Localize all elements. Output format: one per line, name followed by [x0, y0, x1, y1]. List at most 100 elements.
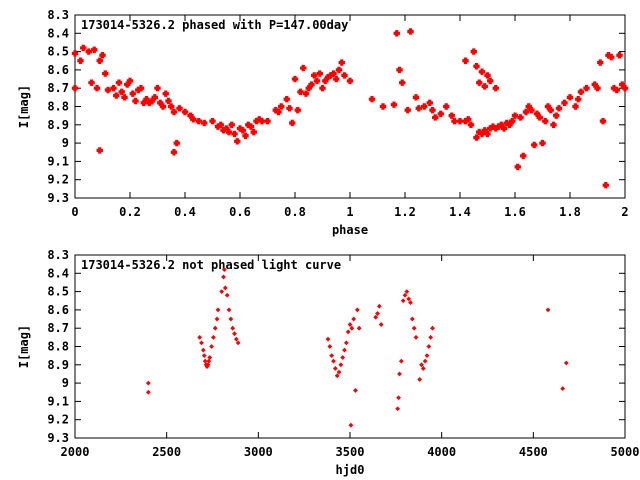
- data-point: [511, 112, 519, 119]
- data-point: [404, 106, 411, 114]
- data-point: [555, 105, 563, 112]
- y-tick-label: 8.5: [47, 45, 69, 59]
- data-point: [205, 362, 211, 368]
- data-point: [235, 340, 241, 346]
- data-point: [531, 141, 538, 149]
- data-point: [96, 57, 103, 64]
- data-point: [197, 334, 203, 340]
- y-tick-label: 8.9: [47, 118, 69, 132]
- x-tick-label: 0.6: [229, 205, 251, 219]
- data-point: [476, 79, 483, 86]
- y-tick-label: 8.3: [47, 248, 69, 262]
- data-point: [397, 371, 402, 377]
- data-point: [428, 334, 434, 340]
- phased-light-curve-chart: 0 0.2 0.4 0.6 0.8 1 1.2 1.4 1.6 1.8 2 8.3 8.4 8.5 8.6 8…: [17, 8, 629, 237]
- data-point: [115, 79, 123, 86]
- data-point: [232, 331, 237, 337]
- data-point: [132, 97, 139, 105]
- data-point: [99, 52, 106, 59]
- data-point: [343, 340, 349, 346]
- data-point: [200, 347, 206, 353]
- data-point: [332, 366, 338, 371]
- y-tick-label: 8.7: [47, 81, 69, 95]
- data-point: [162, 90, 169, 97]
- data-point: [408, 300, 413, 305]
- data-point: [209, 344, 214, 349]
- data-point: [308, 81, 315, 88]
- x-tick-label: 0.2: [119, 205, 141, 219]
- data-point: [616, 52, 623, 59]
- data-point: [550, 121, 557, 128]
- data-point: [275, 108, 282, 116]
- data-point: [448, 112, 455, 119]
- data-point: [85, 48, 92, 55]
- data-point: [104, 86, 112, 94]
- data-point: [426, 99, 433, 107]
- data-point: [319, 85, 326, 92]
- data-point: [217, 121, 224, 128]
- data-point: [222, 267, 227, 273]
- data-point: [500, 125, 508, 132]
- data-point: [209, 117, 216, 125]
- data-point: [113, 92, 120, 99]
- x-tick-label: 4000: [427, 445, 456, 459]
- data-point: [230, 325, 236, 331]
- data-point: [286, 105, 293, 112]
- data-point: [404, 289, 410, 294]
- y-tick-label: 9.1: [47, 154, 69, 168]
- data-point: [415, 105, 422, 112]
- data-point: [126, 77, 134, 85]
- data-point: [329, 353, 335, 359]
- data-point: [342, 347, 347, 353]
- data-point: [356, 325, 362, 331]
- y-tick-label: 8.4: [47, 266, 69, 280]
- data-point: [608, 53, 615, 61]
- data-point: [421, 103, 428, 110]
- data-point: [517, 114, 524, 121]
- data-point: [429, 106, 436, 114]
- data-point: [88, 79, 95, 86]
- data-point: [422, 358, 428, 364]
- data-point: [407, 28, 414, 35]
- x-tick-label: 2500: [152, 445, 181, 459]
- y-tick-label: 8.9: [47, 358, 69, 372]
- x-tick-label: 0.4: [174, 205, 196, 219]
- data-point: [201, 119, 208, 127]
- x-tick-label: 3500: [336, 445, 365, 459]
- data-point: [402, 292, 408, 298]
- data-point: [561, 99, 568, 107]
- plot-frame: [74, 14, 626, 199]
- data-point: [234, 138, 241, 145]
- data-point: [325, 336, 331, 342]
- data-point: [302, 90, 310, 97]
- data-point: [176, 105, 183, 112]
- data-point: [378, 322, 384, 327]
- chart-title: 173014-5326.2 phased with P=147.00day: [81, 18, 348, 32]
- data-point: [467, 121, 475, 128]
- data-point: [430, 325, 435, 331]
- data-point: [545, 307, 551, 313]
- data-point: [599, 117, 607, 125]
- data-point: [173, 139, 180, 147]
- data-point: [396, 66, 403, 74]
- x-tick-label: 2000: [61, 445, 90, 459]
- data-point: [264, 117, 271, 125]
- data-point: [597, 59, 604, 66]
- data-point: [345, 329, 351, 335]
- data-point: [225, 128, 233, 136]
- data-point: [411, 325, 417, 331]
- data-point: [536, 114, 543, 121]
- data-point: [451, 117, 458, 125]
- data-point: [547, 106, 554, 114]
- data-point: [487, 77, 494, 85]
- data-point: [211, 334, 216, 340]
- data-point: [170, 149, 178, 156]
- y-tick-label: 9.3: [47, 191, 69, 205]
- data-point: [456, 117, 464, 125]
- x-axis-label: hjd0: [336, 463, 365, 477]
- data-point: [239, 127, 246, 134]
- data-point: [341, 72, 348, 79]
- data-point: [228, 316, 234, 322]
- data-point: [165, 97, 172, 105]
- y-tick-label: 8.5: [47, 285, 69, 299]
